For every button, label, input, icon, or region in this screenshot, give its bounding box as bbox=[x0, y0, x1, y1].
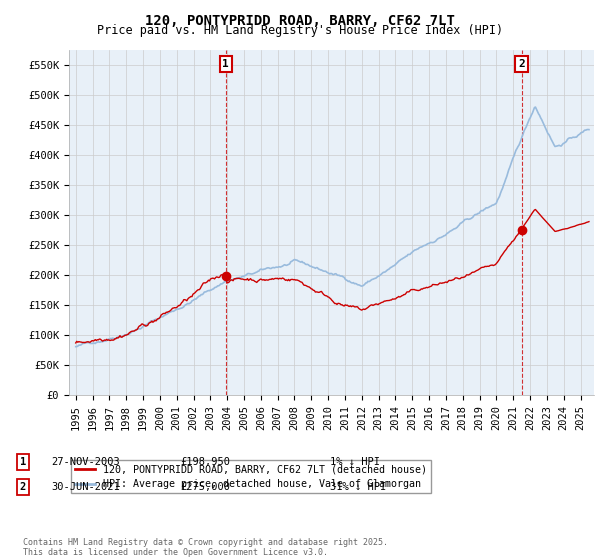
Text: Price paid vs. HM Land Registry's House Price Index (HPI): Price paid vs. HM Land Registry's House … bbox=[97, 24, 503, 37]
Text: 2: 2 bbox=[518, 59, 525, 69]
Text: 31% ↓ HPI: 31% ↓ HPI bbox=[330, 482, 386, 492]
Text: £198,950: £198,950 bbox=[180, 457, 230, 467]
Text: 1% ↓ HPI: 1% ↓ HPI bbox=[330, 457, 380, 467]
Text: 27-NOV-2003: 27-NOV-2003 bbox=[51, 457, 120, 467]
Text: 30-JUN-2021: 30-JUN-2021 bbox=[51, 482, 120, 492]
Text: 120, PONTYPRIDD ROAD, BARRY, CF62 7LT: 120, PONTYPRIDD ROAD, BARRY, CF62 7LT bbox=[145, 14, 455, 28]
Text: £275,000: £275,000 bbox=[180, 482, 230, 492]
Legend: 120, PONTYPRIDD ROAD, BARRY, CF62 7LT (detached house), HPI: Average price, deta: 120, PONTYPRIDD ROAD, BARRY, CF62 7LT (d… bbox=[71, 460, 431, 493]
Text: 1: 1 bbox=[223, 59, 229, 69]
Text: 2: 2 bbox=[20, 482, 26, 492]
Text: Contains HM Land Registry data © Crown copyright and database right 2025.
This d: Contains HM Land Registry data © Crown c… bbox=[23, 538, 388, 557]
Text: 1: 1 bbox=[20, 457, 26, 467]
